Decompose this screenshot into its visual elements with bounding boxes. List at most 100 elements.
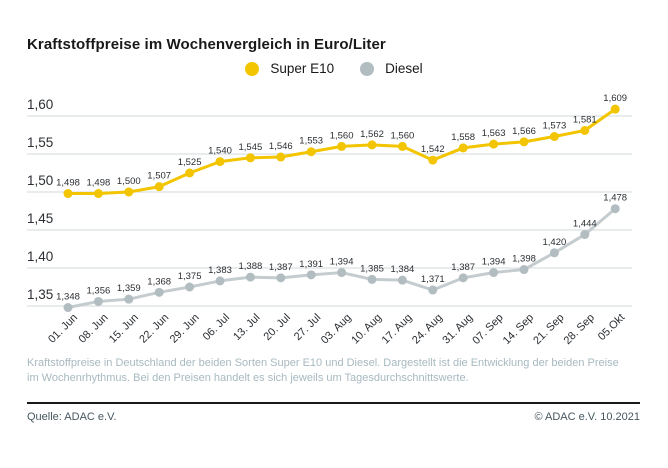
y-axis-tick-label: 1,45 xyxy=(27,211,53,226)
data-point xyxy=(185,282,195,292)
x-axis-tick-label: 22. Jun xyxy=(137,312,171,346)
data-point xyxy=(519,265,529,275)
x-axis-tick-label: 29. Jun xyxy=(168,312,202,346)
data-point-label: 1,560 xyxy=(391,130,415,141)
data-point-label: 1,498 xyxy=(87,178,111,189)
data-point-label: 1,359 xyxy=(117,283,141,294)
x-axis-tick-label: 07. Sep xyxy=(470,312,505,347)
data-point-label: 1,368 xyxy=(147,276,171,287)
data-point-label: 1,383 xyxy=(208,265,232,276)
y-axis-tick-label: 1,55 xyxy=(27,135,53,150)
data-point xyxy=(610,204,620,214)
data-point xyxy=(428,155,438,165)
data-point-label: 1,478 xyxy=(603,193,627,204)
legend-item-super-e10: Super E10 xyxy=(245,61,334,76)
data-point xyxy=(93,296,103,306)
y-axis-tick-label: 1,40 xyxy=(27,249,53,264)
data-point-label: 1,545 xyxy=(239,142,263,153)
x-axis-tick-label: 05.Okt xyxy=(596,312,627,343)
data-point xyxy=(367,140,377,150)
data-point-label: 1,387 xyxy=(451,262,475,273)
footer-divider xyxy=(27,402,640,404)
x-axis-tick-label: 13. Jul xyxy=(231,312,262,343)
data-point xyxy=(215,157,225,167)
x-axis-tick-label: 28. Sep xyxy=(562,312,597,347)
data-point xyxy=(154,287,164,297)
data-point xyxy=(63,189,73,199)
data-point-label: 1,562 xyxy=(360,129,384,140)
data-point-label: 1,500 xyxy=(117,176,141,187)
data-point xyxy=(397,141,407,151)
data-point-label: 1,444 xyxy=(573,219,597,230)
data-point xyxy=(549,132,559,142)
data-point xyxy=(154,182,164,192)
data-point-label: 1,566 xyxy=(512,126,536,137)
data-point-label: 1,375 xyxy=(178,271,202,282)
data-point xyxy=(397,275,407,285)
x-axis-tick-label: 21. Sep xyxy=(531,312,566,347)
data-point xyxy=(337,141,347,151)
data-point xyxy=(124,294,134,304)
data-point xyxy=(276,273,286,283)
data-point xyxy=(489,139,499,149)
data-point-label: 1,542 xyxy=(421,144,445,155)
data-point-label: 1,609 xyxy=(603,93,627,104)
x-axis-tick-label: 15. Jun xyxy=(107,312,141,346)
super-e10-dot-icon xyxy=(245,61,260,76)
data-point-label: 1,388 xyxy=(239,261,263,272)
data-point-label: 1,384 xyxy=(391,264,415,275)
data-point-label: 1,540 xyxy=(208,146,232,157)
y-axis-tick-label: 1,50 xyxy=(27,173,53,188)
data-point xyxy=(458,143,468,153)
chart-legend: Super E10 Diesel xyxy=(0,61,668,76)
data-point xyxy=(580,230,590,240)
data-point-label: 1,385 xyxy=(360,263,384,274)
data-point xyxy=(93,189,103,199)
data-point-label: 1,420 xyxy=(543,237,567,248)
chart-description: Kraftstoffpreise in Deutschland der beid… xyxy=(27,357,619,384)
x-axis-tick-label: 06. Jul xyxy=(201,312,232,343)
data-point xyxy=(610,104,620,114)
data-point xyxy=(185,168,195,178)
data-point xyxy=(245,272,255,282)
x-axis-tick-label: 08. Jun xyxy=(77,312,111,346)
data-point xyxy=(458,273,468,283)
legend-label-diesel: Diesel xyxy=(385,61,423,76)
data-point xyxy=(519,137,529,147)
footer: Quelle: ADAC e.V. © ADAC e.V. 10.2021 xyxy=(27,411,640,423)
data-point-label: 1,391 xyxy=(299,259,323,270)
data-point-label: 1,560 xyxy=(330,130,354,141)
data-point-label: 1,394 xyxy=(482,257,506,268)
y-axis-tick-label: 1,60 xyxy=(27,97,53,112)
data-point xyxy=(215,276,225,286)
data-point xyxy=(428,285,438,295)
data-point xyxy=(489,268,499,278)
x-axis-tick-label: 24. Aug xyxy=(410,312,445,347)
diesel-dot-icon xyxy=(360,61,375,76)
data-point-label: 1,525 xyxy=(178,157,202,168)
data-point-label: 1,398 xyxy=(512,254,536,265)
data-point-label: 1,546 xyxy=(269,141,293,152)
data-point-label: 1,348 xyxy=(56,292,80,303)
data-point xyxy=(306,147,316,157)
legend-item-diesel: Diesel xyxy=(360,61,423,76)
x-axis-tick-label: 20. Jul xyxy=(262,312,293,343)
page-title: Kraftstoffpreise im Wochenvergleich in E… xyxy=(27,36,386,53)
data-point-label: 1,498 xyxy=(56,178,80,189)
y-axis-tick-label: 1,35 xyxy=(27,287,53,302)
x-axis-tick-label: 14. Sep xyxy=(501,312,536,347)
data-point-label: 1,356 xyxy=(87,285,111,296)
data-point xyxy=(580,125,590,135)
data-point xyxy=(276,152,286,162)
legend-label-super-e10: Super E10 xyxy=(270,61,335,76)
data-point-label: 1,581 xyxy=(573,114,597,125)
x-axis-tick-label: 31. Aug xyxy=(440,312,475,347)
source-text: Quelle: ADAC e.V. xyxy=(27,411,117,423)
data-point-label: 1,394 xyxy=(330,257,354,268)
data-point-label: 1,573 xyxy=(543,121,567,132)
x-axis-tick-label: 01. Jun xyxy=(46,312,80,346)
data-point xyxy=(549,248,559,258)
data-point xyxy=(367,274,377,284)
